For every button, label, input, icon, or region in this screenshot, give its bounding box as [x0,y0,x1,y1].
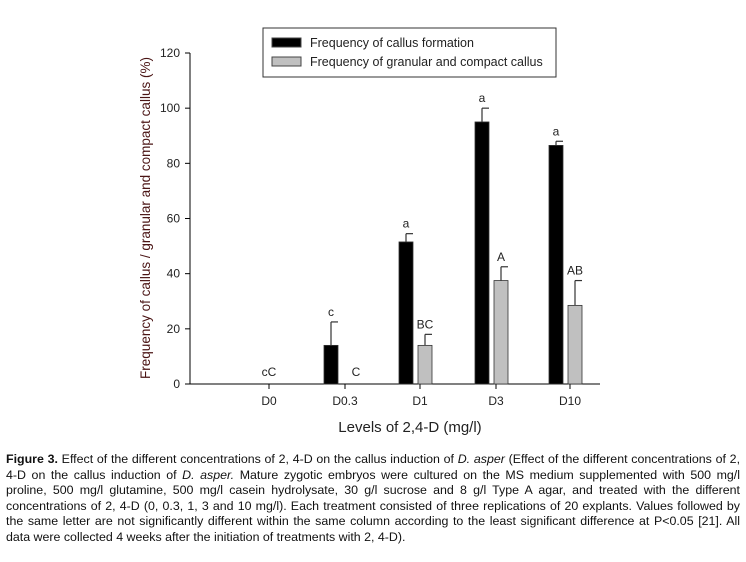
bar-callus-formation [474,121,490,385]
bar-callus-formation [548,145,564,385]
bar-granular-compact [493,280,509,385]
x-tick-label: D0 [261,394,277,408]
x-tick-label: D0.3 [332,394,358,408]
x-tick-label: D1 [412,394,428,408]
y-tick-label: 60 [167,212,181,226]
significance-letter: a [479,91,486,105]
significance-letter: a [403,217,410,231]
bar-chart: 0 20 40 60 80 100 120 D0 cC D0.3 D1 D3 D10 c a a a C BC A AB… [138,27,600,436]
y-tick-label: 20 [167,322,181,336]
y-tick-label: 40 [167,267,181,281]
y-tick-label: 80 [167,156,181,170]
legend [262,27,557,78]
y-tick-label: 120 [160,46,180,60]
legend-label: Frequency of granular and compact callus [310,55,543,69]
y-tick-label: 0 [173,377,180,391]
caption-text: Effect of the different concentrations o… [57,452,458,466]
legend-swatch [271,56,302,67]
significance-letter: A [497,250,505,264]
significance-letter: cC [262,365,277,379]
significance-letter: BC [417,317,434,331]
x-tick-label: D3 [488,394,504,408]
caption-text: Mature zygotic embryos were cultured on … [6,467,740,544]
bar-granular-compact [417,344,433,385]
bar-granular-compact [567,304,583,385]
significance-letter: a [553,124,560,138]
legend-swatch [271,37,302,48]
figure-caption: Figure 3. Effect of the different concen… [6,452,740,545]
y-tick-label: 100 [160,101,180,115]
significance-letter: c [328,305,334,319]
caption-text: (Effect of the different concentrations … [6,452,741,482]
significance-letter: C [352,365,361,379]
x-axis-title: Levels of 2,4-D (mg/l) [338,419,481,436]
significance-letter: AB [567,264,583,278]
caption-species: D. asper [457,452,505,466]
bar-callus-formation [323,344,339,385]
figure-label: Figure 3. [6,452,58,466]
bar-callus-formation [398,241,414,385]
y-axis-title: Frequency of callus / granular and compa… [138,57,153,379]
legend-label: Frequency of callus formation [310,36,474,50]
x-tick-label: D10 [559,394,581,408]
caption-species: D. asper. [182,467,235,482]
